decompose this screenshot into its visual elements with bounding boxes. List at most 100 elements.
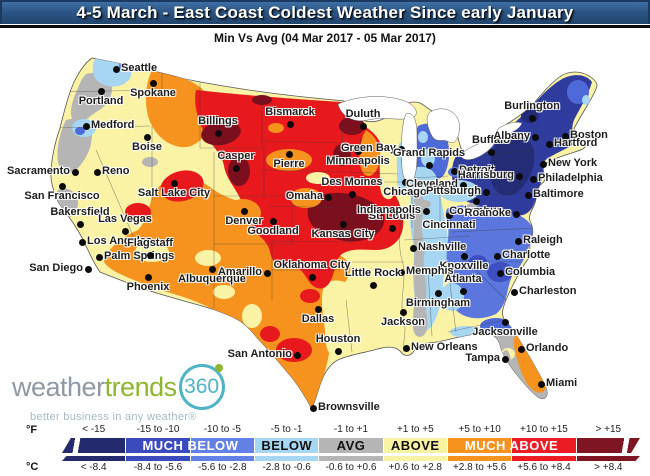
city-label-orlando: Orlando [526, 342, 569, 354]
city-marker-boise [143, 133, 151, 141]
city-label-grand-rapids: Grand Rapids [392, 147, 466, 159]
state-boundaries [53, 62, 537, 353]
city-label-detroit: Detroit [459, 164, 495, 176]
city-marker-nashville [409, 244, 417, 252]
city-label-boston: Boston [570, 129, 608, 141]
city-marker-des-moines [348, 190, 356, 198]
city-marker-chicago [401, 178, 409, 186]
legend-f-range: -15 to -10 [136, 424, 180, 435]
city-marker-billings [214, 129, 222, 137]
city-marker-houston [334, 347, 342, 355]
legend-unit-celsius: °C [26, 461, 39, 473]
city-label-new-york: New York [548, 157, 598, 169]
city-label-columbia: Columbia [505, 266, 556, 278]
city-marker-buffalo [487, 148, 495, 156]
city-label-pittsburgh: Pittsburgh [426, 185, 481, 197]
city-label-billings: Billings [198, 115, 238, 127]
legend-color-segment [447, 438, 512, 453]
city-label-birmingham: Birmingham [405, 297, 471, 309]
city-label-philadelphia: Philadelphia [538, 172, 603, 184]
city-label-denver: Denver [225, 215, 263, 227]
city-marker-san-diego [84, 265, 92, 273]
logo-tagline: better business in any weather® [30, 411, 197, 423]
city-label-knoxville: Knoxville [439, 260, 489, 272]
lake-erie [459, 136, 496, 160]
legend-c-range: -8.4 to -5.6 [133, 462, 183, 473]
legend-band-much-below: MUCH BELOW [142, 438, 239, 453]
city-marker-omaha [324, 193, 332, 201]
city-marker-st-louis [388, 224, 396, 232]
city-label-kansas-city: Kansas City [311, 228, 375, 240]
lake-huron [426, 108, 460, 144]
city-marker-orlando [517, 345, 525, 353]
city-label-jackson: Jackson [380, 316, 426, 328]
city-label-burlington: Burlington [504, 100, 560, 112]
city-label-omaha: Omaha [285, 190, 323, 202]
city-label-amarillo: Amarillo [217, 266, 262, 278]
legend-f-range: +1 to +5 [396, 424, 434, 435]
legend-color-bar [62, 438, 640, 453]
city-label-brownsville: Brownsville [318, 401, 380, 413]
legend-f-range: > +15 [595, 424, 622, 435]
legend-band-above: ABOVE [390, 438, 440, 453]
city-marker-denver [240, 207, 248, 215]
city-marker-columbia [496, 269, 504, 277]
city-marker-brownsville [309, 404, 317, 412]
city-marker-raleigh [514, 237, 522, 245]
legend-strip-segment [447, 456, 512, 461]
city-marker-grand-rapids [425, 161, 433, 169]
logo-word-trends: trends [104, 371, 178, 402]
weathertrends360-logo: weather trends 360 better business in any … [12, 364, 225, 423]
city-marker-medford [82, 122, 90, 130]
city-label-new-orleans: New Orleans [411, 341, 478, 353]
legend-color-segment [126, 438, 190, 453]
legend-strip-segment [383, 456, 447, 461]
city-marker-charlotte [493, 252, 501, 260]
city-marker-hartford [545, 140, 553, 148]
city-marker-birmingham [434, 289, 442, 297]
city-marker-reno [93, 168, 101, 176]
legend-band-avg: AVG [336, 438, 366, 453]
city-label-buffalo: Buffalo [472, 134, 510, 146]
city-marker-green-bay [397, 145, 405, 153]
legend-color-segment [576, 438, 640, 453]
city-marker-phoenix [144, 273, 152, 281]
legend-c-range: +0.6 to +2.8 [388, 462, 442, 473]
city-label-houston: Houston [315, 333, 361, 345]
city-marker-pierre [285, 150, 293, 158]
legend-strip-segment [319, 456, 383, 461]
city-label-miami: Miami [546, 377, 578, 389]
city-marker-boston [561, 132, 569, 140]
city-label-las-vegas: Las Vegas [98, 213, 152, 225]
lake-ontario [496, 122, 523, 136]
city-marker-duluth [359, 122, 367, 130]
city-marker-jackson [399, 308, 407, 316]
legend-band-much-above: MUCH ABOVE [464, 438, 559, 453]
legend-c-range: +5.6 to +8.4 [517, 462, 571, 473]
city-marker-portland [97, 87, 105, 95]
city-label-tampa: Tampa [465, 352, 500, 364]
legend-celsius-ranges: < -8.4 -8.4 to -5.6 -5.6 to -2.8 -2.8 to -0… [62, 462, 640, 473]
city-marker-cincinnati [445, 211, 453, 219]
city-marker-bakersfield [76, 220, 84, 228]
city-marker-las-vegas [121, 227, 129, 235]
city-marker-los-angeles [78, 238, 86, 246]
legend-strip-segment [576, 456, 640, 461]
city-label-duluth: Duluth [345, 108, 381, 120]
city-marker-minneapolis [354, 147, 362, 155]
legend-f-range: +10 to +15 [520, 424, 568, 435]
city-marker-pittsburgh [482, 188, 490, 196]
logo-360-circle: 360 [178, 364, 225, 410]
city-marker-knoxville [460, 252, 468, 260]
legend-strip-segment [62, 456, 126, 461]
city-label-goodland: Goodland [247, 225, 299, 237]
city-marker-spokane [149, 79, 157, 87]
city-marker-memphis [397, 268, 405, 276]
city-marker-dallas [314, 305, 322, 313]
city-marker-tampa [501, 355, 509, 363]
legend-strip-segment [512, 456, 576, 461]
city-marker-little-rock [369, 281, 377, 289]
city-label-harrisburg: Harrisburg [457, 169, 514, 181]
city-label-reno: Reno [102, 165, 130, 177]
